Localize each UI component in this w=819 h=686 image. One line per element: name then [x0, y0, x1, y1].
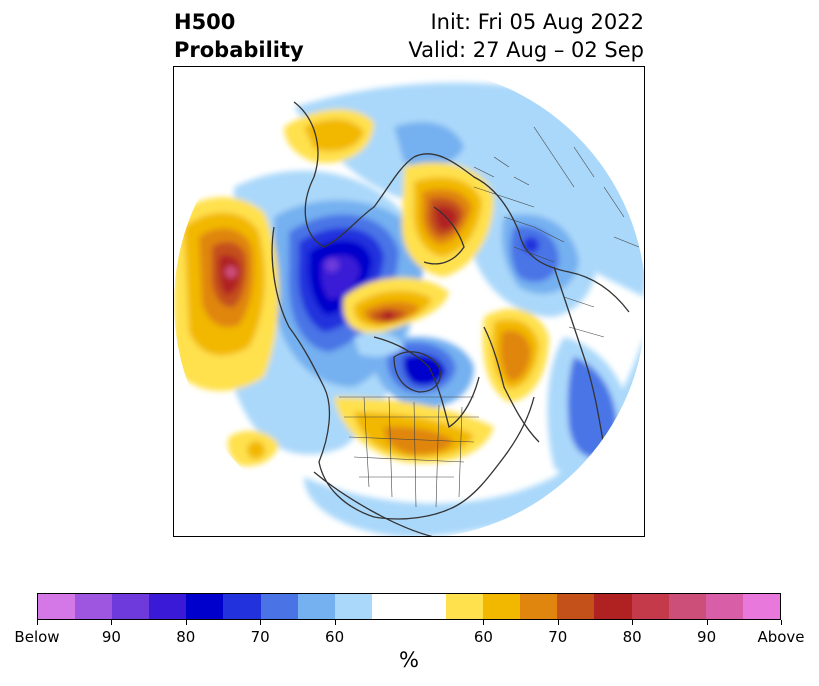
colorbar-cell: [186, 594, 224, 619]
colorbar-tick-label: 60: [325, 628, 345, 646]
colorbar-tick-label: Below: [14, 628, 60, 646]
map-canvas: [174, 67, 644, 536]
colorbar: [37, 593, 781, 620]
coastlines: [271, 101, 630, 536]
colorbar-cell: [594, 594, 632, 619]
colorbar-tick-label: 80: [176, 628, 196, 646]
colorbar-cell: [557, 594, 595, 619]
colorbar-cell: [149, 594, 187, 619]
colorbar-cell: [260, 594, 298, 619]
colorbar-cell: [297, 594, 335, 619]
colorbar-tick-mark: [111, 620, 112, 625]
title-init-date: Init: Fri 05 Aug 2022: [430, 10, 644, 34]
colorbar-tick-label: 90: [101, 628, 121, 646]
colorbar-cell: [408, 594, 447, 619]
colorbar-tick-label: 70: [548, 628, 568, 646]
colorbar-cell: [668, 594, 706, 619]
colorbar-tick-mark: [558, 620, 559, 625]
colorbar-tick-mark: [335, 620, 336, 625]
colorbar-cell: [742, 594, 780, 619]
colorbar-cell: [223, 594, 261, 619]
title-variable: H500: [174, 10, 236, 34]
colorbar-tick-mark: [186, 620, 187, 625]
colorbar-tick-label: 80: [622, 628, 642, 646]
colorbar-cell: [705, 594, 743, 619]
title-product: Probability: [174, 38, 304, 62]
colorbar-cell: [520, 594, 558, 619]
colorbar-tick-mark: [632, 620, 633, 625]
colorbar-tick-label: Above: [757, 628, 805, 646]
colorbar-cell: [112, 594, 150, 619]
colorbar-cell: [446, 594, 484, 619]
colorbar-tick-label: 60: [473, 628, 493, 646]
colorbar-unit-label: %: [399, 648, 419, 672]
colorbar-cell: [334, 594, 372, 619]
title-valid-range: Valid: 27 Aug – 02 Sep: [408, 38, 644, 62]
chart-title-right: Init: Fri 05 Aug 2022 Valid: 27 Aug – 02…: [408, 8, 644, 64]
colorbar-tick-mark: [483, 620, 484, 625]
colorbar-tick-mark: [260, 620, 261, 625]
colorbar-cell: [75, 594, 113, 619]
colorbar-tick-mark: [707, 620, 708, 625]
colorbar-cell: [483, 594, 521, 619]
colorbar-cell: [631, 594, 669, 619]
colorbar-tick-mark: [37, 620, 38, 625]
colorbar-tick-label: 90: [697, 628, 717, 646]
political-borders: [339, 126, 640, 508]
probability-map: [173, 66, 645, 537]
colorbar-cell: [371, 594, 409, 619]
chart-title-left: H500 Probability: [174, 8, 304, 64]
colorbar-cell: [38, 594, 76, 619]
colorbar-tick-mark: [781, 620, 782, 625]
colorbar-tick-label: 70: [250, 628, 270, 646]
